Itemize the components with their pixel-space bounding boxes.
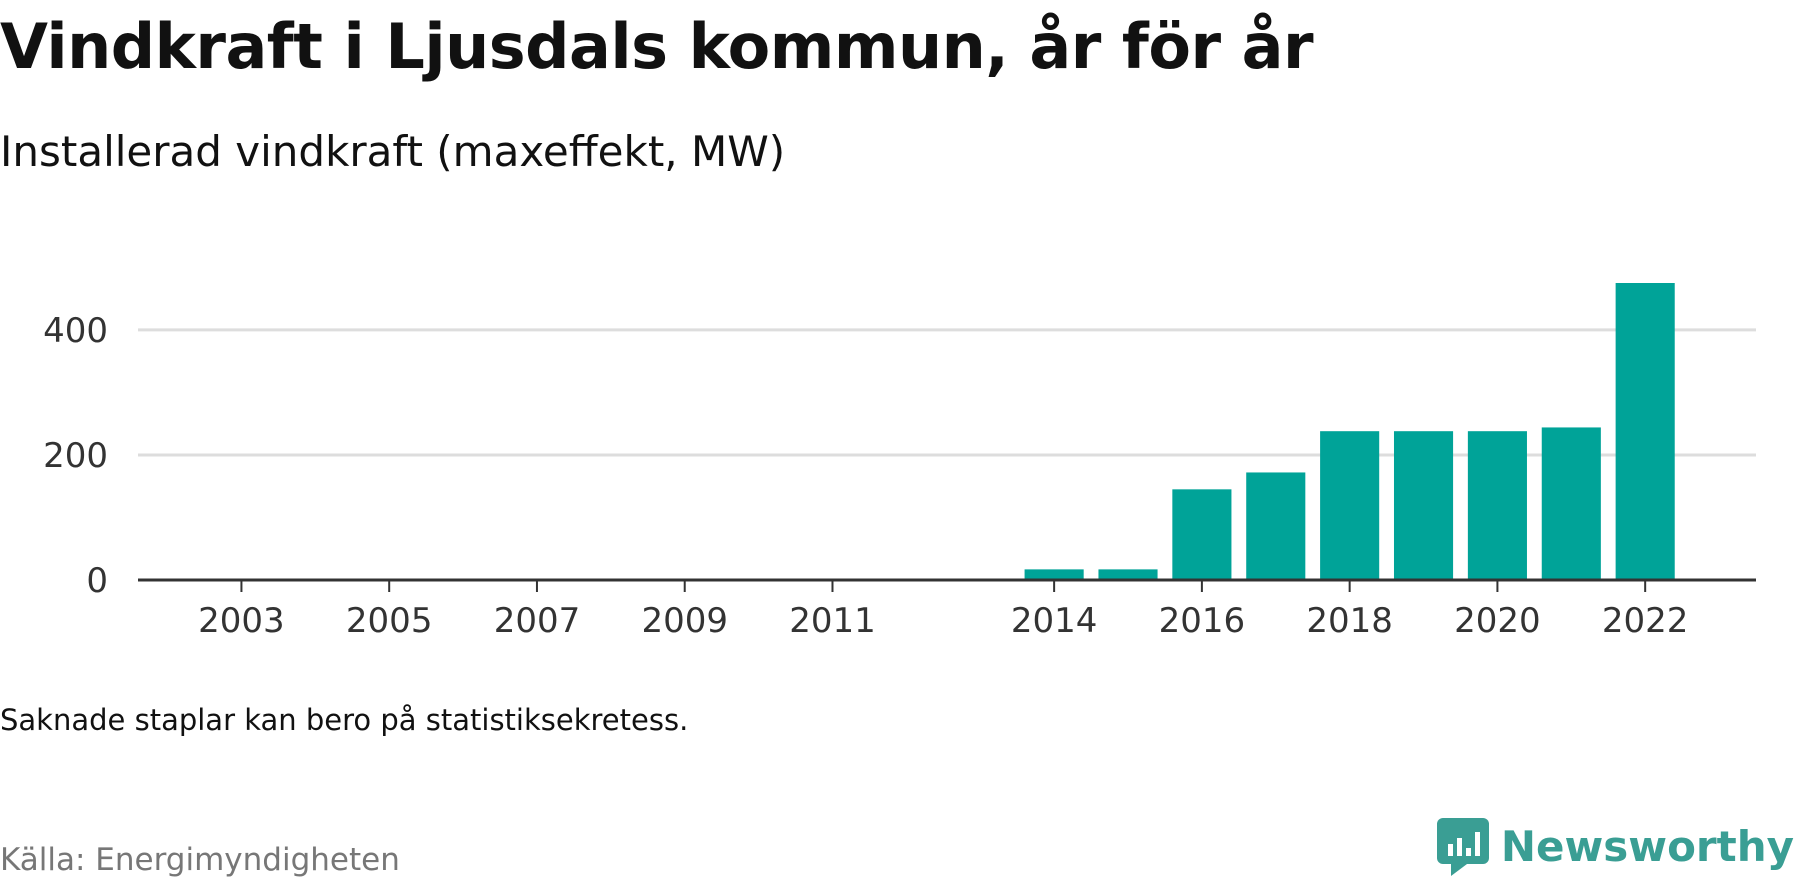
- x-tick-label: 2022: [1602, 601, 1689, 641]
- bar: [1024, 569, 1084, 580]
- brand-name: Newsworthy: [1500, 822, 1794, 871]
- x-tick-label: 2011: [789, 601, 876, 641]
- bar: [1320, 431, 1380, 580]
- x-tick-label: 2020: [1454, 601, 1541, 641]
- y-tick-label: 0: [86, 561, 108, 601]
- brand-logo: Newsworthy: [1436, 818, 1794, 876]
- x-tick-label: 2014: [1011, 601, 1098, 641]
- bar: [1615, 283, 1675, 580]
- bar: [1467, 431, 1527, 580]
- x-tick-label: 2018: [1306, 601, 1393, 641]
- x-tick-label: 2016: [1159, 601, 1246, 641]
- bar: [1246, 472, 1306, 580]
- bar: [1098, 569, 1158, 580]
- newsworthy-logo-icon: [1436, 818, 1489, 876]
- source-label: Källa: Energimyndigheten: [0, 842, 400, 878]
- chart-subtitle: Installerad vindkraft (maxeffekt, MW): [0, 127, 786, 176]
- y-tick-label: 200: [43, 436, 108, 476]
- chart-title: Vindkraft i Ljusdals kommun, år för år: [0, 10, 1314, 83]
- bar: [1393, 431, 1454, 580]
- bar-chart: 0 200 400 2003 2005 2007 2009 2011 2014 2016 2018 2…: [43, 283, 1756, 641]
- footnote: Saknade staplar kan bero på statistiksek…: [0, 703, 689, 737]
- x-tick-label: 2005: [346, 601, 433, 641]
- bar: [1541, 427, 1601, 580]
- bar: [1172, 489, 1232, 580]
- x-tick-label: 2007: [494, 601, 581, 641]
- x-tick-label: 2003: [198, 601, 285, 641]
- y-tick-label: 400: [43, 311, 108, 351]
- x-tick-label: 2009: [641, 601, 728, 641]
